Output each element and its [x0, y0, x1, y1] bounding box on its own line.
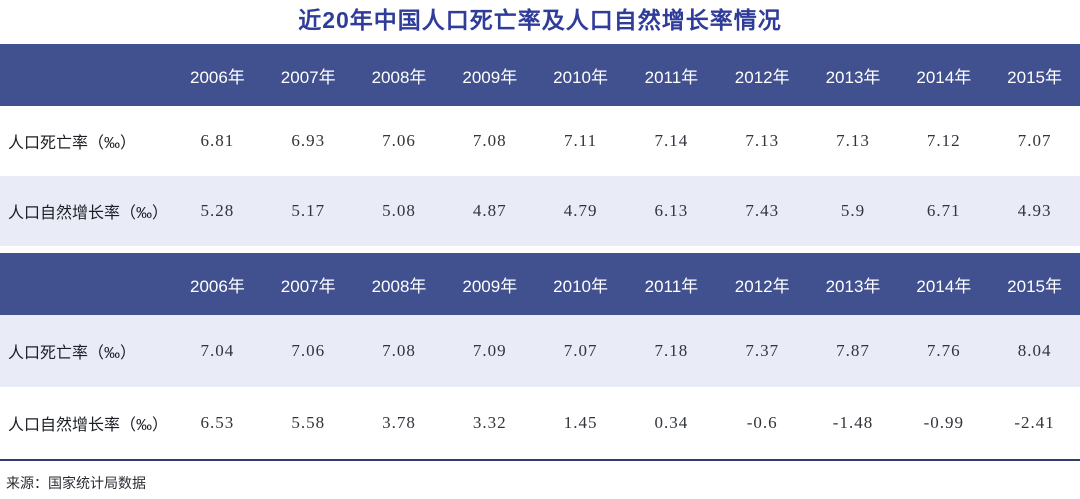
- value-cell: 7.07: [1017, 131, 1052, 150]
- value-cell: 7.13: [745, 131, 780, 150]
- year-header-cell: 2007年: [280, 67, 336, 87]
- table-row-death-rate-1: 人口死亡率（‰） 6.81 6.93 7.06 7.08 7.11 7.14 7…: [0, 106, 1080, 176]
- value-cell: -0.99: [923, 413, 964, 432]
- value-cell: 5.9: [840, 201, 866, 220]
- value-cell: 0.34: [654, 413, 689, 432]
- year-header-cell: 2011年: [644, 276, 699, 296]
- value-cell: 5.17: [291, 201, 326, 220]
- value-cell: 7.04: [200, 341, 235, 360]
- year-header-cell: 2008年: [371, 276, 427, 296]
- value-cell: 7.08: [382, 341, 416, 360]
- value-cell: 7.08: [472, 131, 507, 150]
- source-note: 来源：国家统计局数据: [6, 475, 146, 491]
- year-header-cell: 2006年: [189, 67, 245, 87]
- value-cell: 4.79: [563, 201, 598, 220]
- value-cell: 7.11: [564, 131, 598, 150]
- value-cell: 6.71: [926, 201, 961, 220]
- year-header-cell: 2014年: [916, 67, 972, 87]
- value-cell: 7.76: [926, 341, 961, 360]
- value-cell: 7.06: [382, 131, 416, 150]
- value-cell: 7.18: [654, 341, 689, 360]
- year-header-cell: 2006年: [189, 276, 245, 296]
- year-header-cell: 2011年: [644, 67, 699, 87]
- value-cell: 1.45: [563, 413, 598, 432]
- page-title: 近20年中国人口死亡率及人口自然增长率情况: [298, 7, 782, 33]
- value-cell: 4.87: [472, 201, 507, 220]
- year-header-cell: 2015年: [1007, 276, 1062, 296]
- value-cell: 6.13: [654, 201, 689, 220]
- year-header-cell: 2013年: [825, 67, 881, 87]
- year-header-cell: 2007年: [280, 276, 336, 296]
- table-divider: [0, 246, 1080, 253]
- value-cell: 6.81: [200, 131, 235, 150]
- value-cell: 3.78: [382, 413, 416, 432]
- value-cell: 5.08: [382, 201, 416, 220]
- value-cell: 3.32: [472, 413, 507, 432]
- value-cell: -0.6: [746, 413, 778, 432]
- table-row-death-rate-2: 人口死亡率（‰） 7.04 7.06 7.08 7.09 7.07 7.18 7…: [0, 315, 1080, 387]
- value-cell: 7.13: [836, 131, 870, 150]
- row-label: 人口自然增长率（‰）: [8, 417, 169, 434]
- year-header-cell: 2015年: [1007, 67, 1062, 87]
- year-header-cell: 2009年: [462, 67, 518, 87]
- year-header-cell: 2010年: [553, 67, 608, 87]
- value-cell: 7.07: [563, 341, 598, 360]
- year-header-cell: 2009年: [462, 276, 518, 296]
- value-cell: 5.58: [291, 413, 326, 432]
- year-header-cell: 2012年: [734, 276, 790, 296]
- table-row-growth-rate-1: 人口自然增长率（‰） 5.28 5.17 5.08 4.87 4.79 6.13…: [0, 176, 1080, 246]
- value-cell: 5.28: [200, 201, 235, 220]
- value-cell: 6.53: [200, 413, 235, 432]
- value-cell: -2.41: [1014, 413, 1055, 432]
- value-cell: -1.48: [832, 413, 874, 432]
- value-cell: 7.12: [926, 131, 961, 150]
- year-header-cell: 2008年: [371, 67, 427, 87]
- value-cell: 4.93: [1017, 201, 1052, 220]
- year-header-cell: 2013年: [825, 276, 881, 296]
- value-cell: 7.37: [745, 341, 780, 360]
- value-cell: 7.14: [654, 131, 689, 150]
- year-header-cell: 2014年: [916, 276, 972, 296]
- row-label: 人口自然增长率（‰）: [8, 205, 169, 222]
- bottom-rule: [0, 459, 1080, 461]
- value-cell: 7.09: [472, 341, 507, 360]
- table1-header-row: 2006年 2007年 2008年 2009年 2010年 2011年 2012…: [0, 44, 1080, 106]
- value-cell: 7.87: [836, 341, 870, 360]
- row-label: 人口死亡率（‰）: [8, 345, 137, 362]
- value-cell: 7.43: [745, 201, 780, 220]
- year-header-cell: 2012年: [734, 67, 790, 87]
- table2-header-row: 2006年 2007年 2008年 2009年 2010年 2011年 2012…: [0, 253, 1080, 315]
- table-row-growth-rate-2: 人口自然增长率（‰） 6.53 5.58 3.78 3.32 1.45 0.34…: [0, 387, 1080, 459]
- value-cell: 6.93: [291, 131, 326, 150]
- value-cell: 8.04: [1017, 341, 1052, 360]
- row-label: 人口死亡率（‰）: [8, 135, 137, 152]
- year-header-cell: 2010年: [553, 276, 608, 296]
- value-cell: 7.06: [291, 341, 326, 360]
